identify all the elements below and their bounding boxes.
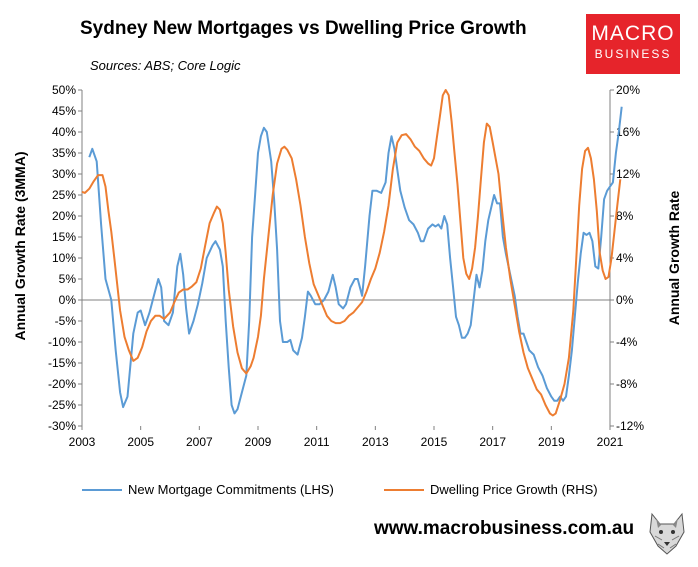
legend-label-mortgage: New Mortgage Commitments (LHS) [128,482,334,497]
y-right-tick-label: 8% [616,209,634,223]
y-left-tick-label: 10% [52,251,76,265]
x-tick-label: 2013 [362,435,389,449]
x-tick-label: 2009 [245,435,272,449]
y-left-tick-label: 35% [52,146,76,160]
y-left-tick-label: -25% [48,398,76,412]
x-axis-ticks: 2003 2005 2007 2009 2011 2013 2015 2017 2019 2021 [69,426,624,449]
y-left-tick-label: -30% [48,419,76,433]
x-tick-label: 2005 [127,435,154,449]
wolf-mascot-icon [649,512,685,555]
series-line-dwelling-price-growth [81,89,622,417]
x-tick-label: 2015 [421,435,448,449]
macro-business-logo[interactable]: MACRO BUSINESS [586,14,680,74]
y-left-tick-label: 45% [52,104,76,118]
y-left-tick-label: -15% [48,356,76,370]
x-tick-label: 2003 [69,435,96,449]
logo-line-1: MACRO [591,22,675,45]
x-tick-label: 2011 [304,435,330,449]
x-tick-label: 2019 [538,435,565,449]
y-right-tick-label: -8% [616,377,638,391]
y-axis-right-ticks: 20% 16% 12% 8% 4% 0% -4% -8% -12% [610,83,644,433]
y-axis-left-ticks: 50% 45% 40% 35% 30% 25% 20% 15% 10% 5% 0% -5% -10% -1… [48,83,82,433]
x-tick-label: 2017 [479,435,506,449]
legend-label-price: Dwelling Price Growth (RHS) [430,482,598,497]
logo-line-2: BUSINESS [594,47,672,61]
legend-item-price[interactable]: Dwelling Price Growth (RHS) [384,482,598,497]
y-left-tick-label: 15% [52,230,76,244]
y-left-tick-label: -10% [48,335,76,349]
y-right-tick-label: 0% [616,293,634,307]
y-left-tick-label: 40% [52,125,76,139]
y-left-tick-label: -20% [48,377,76,391]
y-right-tick-label: -12% [616,419,644,433]
series-line-mortgage-commitments [88,106,623,415]
chart-subtitle: Sources: ABS; Core Logic [90,58,241,73]
y-left-tick-label: 30% [52,167,76,181]
y-left-tick-label: 20% [52,209,76,223]
chart-title: Sydney New Mortgages vs Dwelling Price G… [80,18,527,39]
y-left-tick-label: 25% [52,188,76,202]
footer-url[interactable]: www.macrobusiness.com.au [374,518,635,539]
y-right-tick-label: 4% [616,251,634,265]
y-right-tick-label: -4% [616,335,638,349]
y-left-tick-label: 0% [59,293,77,307]
y-right-tick-label: 20% [616,83,640,97]
y-left-tick-label: -5% [55,314,77,328]
x-tick-label: 2007 [186,435,213,449]
y-right-tick-label: 12% [616,167,640,181]
y-left-tick-label: 50% [52,83,76,97]
legend-swatch-price [384,488,424,491]
x-tick-label: 2021 [597,435,624,449]
y-right-tick-label: 16% [616,125,640,139]
series-layer [81,89,623,417]
y-left-tick-label: 5% [59,272,77,286]
legend-swatch-mortgage [82,488,122,491]
legend-item-mortgage[interactable]: New Mortgage Commitments (LHS) [82,482,334,497]
